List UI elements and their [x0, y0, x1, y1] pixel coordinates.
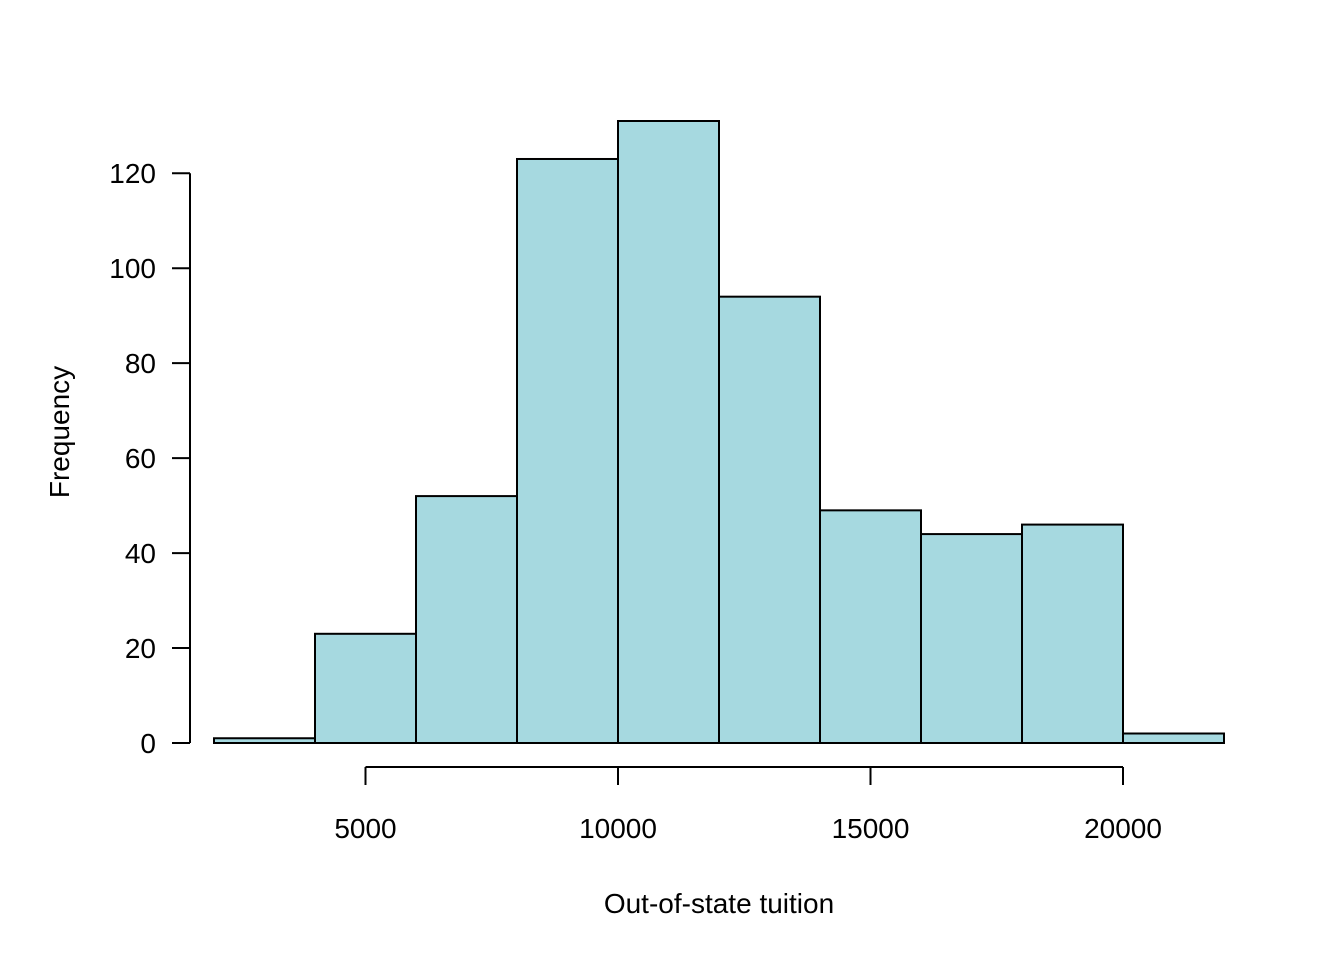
histogram-bar	[314, 632, 417, 744]
y-tick-label: 120	[109, 158, 156, 189]
y-axis: 0 20 40 60 80 100 120	[109, 158, 191, 759]
x-axis: 5000 10000 15000 20000	[334, 766, 1162, 844]
histogram-bar	[516, 157, 619, 744]
x-axis-title: Out-of-state tuition	[604, 888, 834, 919]
y-axis-title: Frequency	[44, 366, 75, 498]
y-tick-label: 80	[125, 348, 156, 379]
histogram-bar	[920, 533, 1023, 745]
y-tick-label: 0	[140, 728, 156, 759]
y-tick-label: 60	[125, 443, 156, 474]
histogram-bars	[213, 120, 1225, 745]
x-tick-label: 10000	[579, 813, 657, 844]
histogram-bar	[1122, 732, 1225, 745]
y-tick-label: 20	[125, 633, 156, 664]
histogram-bar	[213, 737, 316, 744]
y-tick-label: 40	[125, 538, 156, 569]
x-tick-label: 5000	[334, 813, 396, 844]
y-tick-label: 100	[109, 253, 156, 284]
x-tick-label: 20000	[1084, 813, 1162, 844]
histogram-bar	[819, 509, 922, 744]
histogram-bar	[718, 295, 821, 744]
histogram-bar	[1021, 523, 1124, 744]
x-tick-label: 15000	[832, 813, 910, 844]
histogram-bar	[617, 120, 720, 744]
histogram-bar	[415, 495, 518, 744]
